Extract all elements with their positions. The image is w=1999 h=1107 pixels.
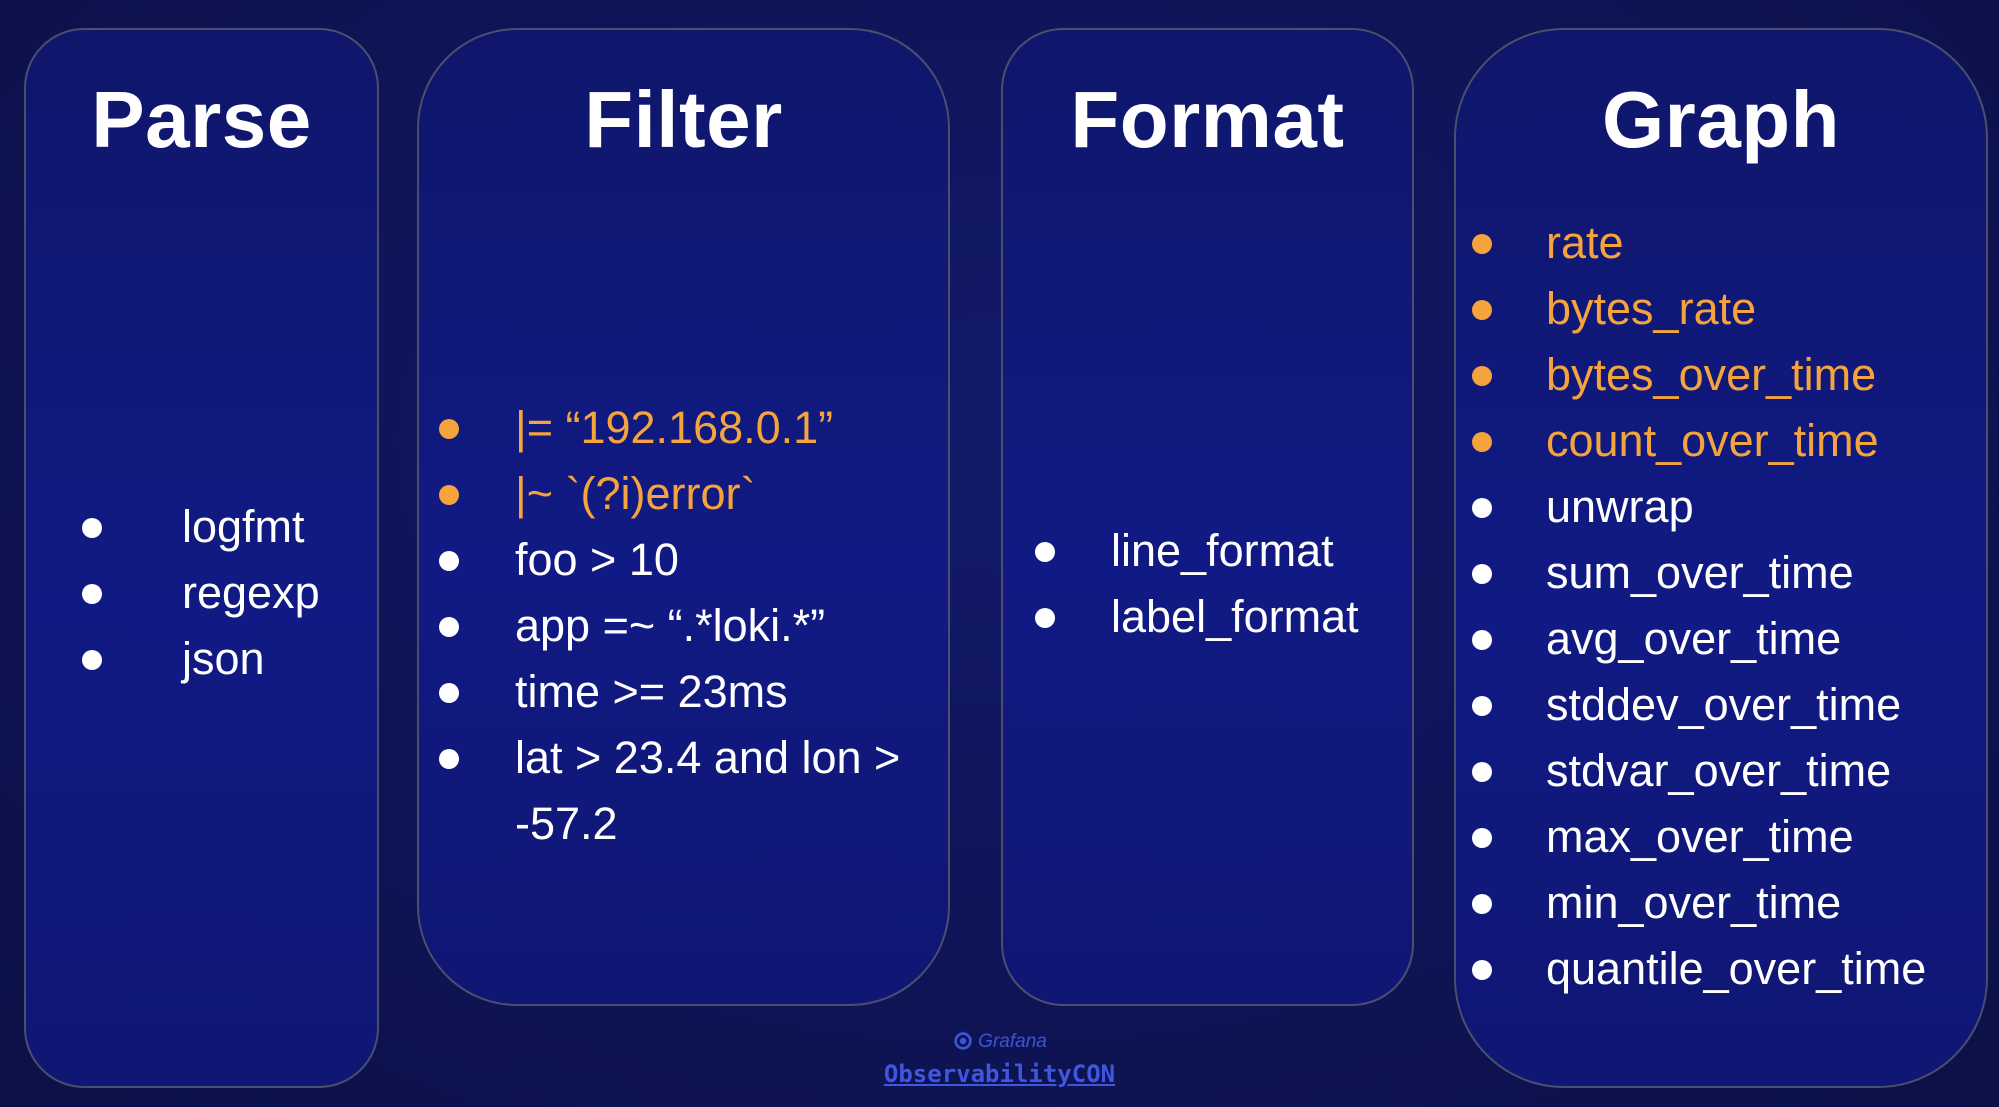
list-item-text: regexp <box>182 567 320 618</box>
list-item-text: bytes_rate <box>1546 283 1757 334</box>
bullet-icon <box>439 551 459 571</box>
list-item-text: foo > 10 <box>515 534 679 585</box>
list-item: avg_over_time <box>1472 606 1926 672</box>
list-item: foo > 10 <box>439 527 939 593</box>
bullet-icon <box>1035 608 1055 628</box>
filter-panel: Filter |= “192.168.0.1” |~ `(?i)error` foo… <box>417 28 950 1006</box>
bullet-icon <box>439 485 459 505</box>
bullet-icon <box>439 683 459 703</box>
bullet-icon <box>1472 894 1492 914</box>
bullet-icon <box>1472 630 1492 650</box>
bullet-icon <box>82 650 102 670</box>
list-item-text: label_format <box>1111 591 1359 642</box>
bullet-icon <box>1472 498 1492 518</box>
list-item-text: count_over_time <box>1546 415 1879 466</box>
bullet-icon <box>1472 300 1492 320</box>
list-item-text: stdvar_over_time <box>1546 745 1892 796</box>
list-item-text: line_format <box>1111 525 1334 576</box>
list-item: line_format <box>1035 518 1359 584</box>
list-item-text: |= “192.168.0.1” <box>515 402 834 453</box>
list-item: |= “192.168.0.1” <box>439 395 939 461</box>
list-item: quantile_over_time <box>1472 936 1926 1002</box>
observabilitycon-text: ObservabilityCON <box>883 1060 1116 1088</box>
bullet-icon <box>1472 696 1492 716</box>
bullet-icon <box>1472 762 1492 782</box>
event-logo: Grafana ObservabilityCON <box>0 1030 1999 1087</box>
list-item: bytes_rate <box>1472 276 1926 342</box>
list-item: stdvar_over_time <box>1472 738 1926 804</box>
bullet-icon <box>1035 542 1055 562</box>
bullet-icon <box>439 617 459 637</box>
list-item-text: json <box>182 633 265 684</box>
list-item: min_over_time <box>1472 870 1926 936</box>
list-item: logfmt <box>82 494 320 560</box>
list-item-text: app =~ “.*loki.*” <box>515 600 826 651</box>
list-item: count_over_time <box>1472 408 1926 474</box>
list-item-text: quantile_over_time <box>1546 943 1927 994</box>
bullet-icon <box>82 518 102 538</box>
list-item-text: avg_over_time <box>1546 613 1842 664</box>
list-item-text: unwrap <box>1546 481 1694 532</box>
list-item: max_over_time <box>1472 804 1926 870</box>
list-item: bytes_over_time <box>1472 342 1926 408</box>
grafana-logo-icon <box>954 1030 973 1050</box>
list-item: |~ `(?i)error` <box>439 461 939 527</box>
list-item: label_format <box>1035 584 1359 650</box>
list-item: unwrap <box>1472 474 1926 540</box>
list-item: lat > 23.4 and lon > -57.2 <box>439 725 939 857</box>
bullet-icon <box>439 749 459 769</box>
bullet-icon <box>1472 564 1492 584</box>
list-item-text: min_over_time <box>1546 877 1842 928</box>
bullet-icon <box>1472 234 1492 254</box>
grafana-brand-text: Grafana <box>978 1030 1047 1052</box>
parse-title: Parse <box>91 75 312 164</box>
list-item: time >= 23ms <box>439 659 939 725</box>
list-item-text: time >= 23ms <box>515 666 788 717</box>
list-item: stddev_over_time <box>1472 672 1926 738</box>
list-item: app =~ “.*loki.*” <box>439 593 939 659</box>
bullet-icon <box>1472 960 1492 980</box>
list-item-text: stddev_over_time <box>1546 679 1902 730</box>
parse-panel: Parse logfmt regexp json <box>24 28 379 1088</box>
parse-list: logfmt regexp json <box>82 494 320 692</box>
list-item: json <box>82 626 320 692</box>
list-item-text: rate <box>1546 217 1624 268</box>
bullet-icon <box>1472 432 1492 452</box>
list-item-text: sum_over_time <box>1546 547 1854 598</box>
format-title: Format <box>1070 75 1345 164</box>
list-item: rate <box>1472 210 1926 276</box>
format-list: line_format label_format <box>1035 518 1359 650</box>
list-item-text: bytes_over_time <box>1546 349 1877 400</box>
bullet-icon <box>1472 828 1492 848</box>
list-item-text: max_over_time <box>1546 811 1854 862</box>
graph-title: Graph <box>1601 75 1841 164</box>
grafana-brand: Grafana <box>952 1030 1047 1052</box>
bullet-icon <box>439 419 459 439</box>
list-item-text: |~ `(?i)error` <box>515 468 756 519</box>
bullet-icon <box>82 584 102 604</box>
filter-title: Filter <box>584 75 783 164</box>
list-item-text: lat > 23.4 and lon > -57.2 <box>515 732 901 849</box>
graph-list: rate bytes_rate bytes_over_time count_over_… <box>1472 210 1926 1002</box>
format-panel: Format line_format label_format <box>1001 28 1414 1006</box>
bullet-icon <box>1472 366 1492 386</box>
filter-list: |= “192.168.0.1” |~ `(?i)error` foo > 10 ap… <box>439 395 939 857</box>
list-item: regexp <box>82 560 320 626</box>
list-item: sum_over_time <box>1472 540 1926 606</box>
list-item-text: logfmt <box>182 501 305 552</box>
